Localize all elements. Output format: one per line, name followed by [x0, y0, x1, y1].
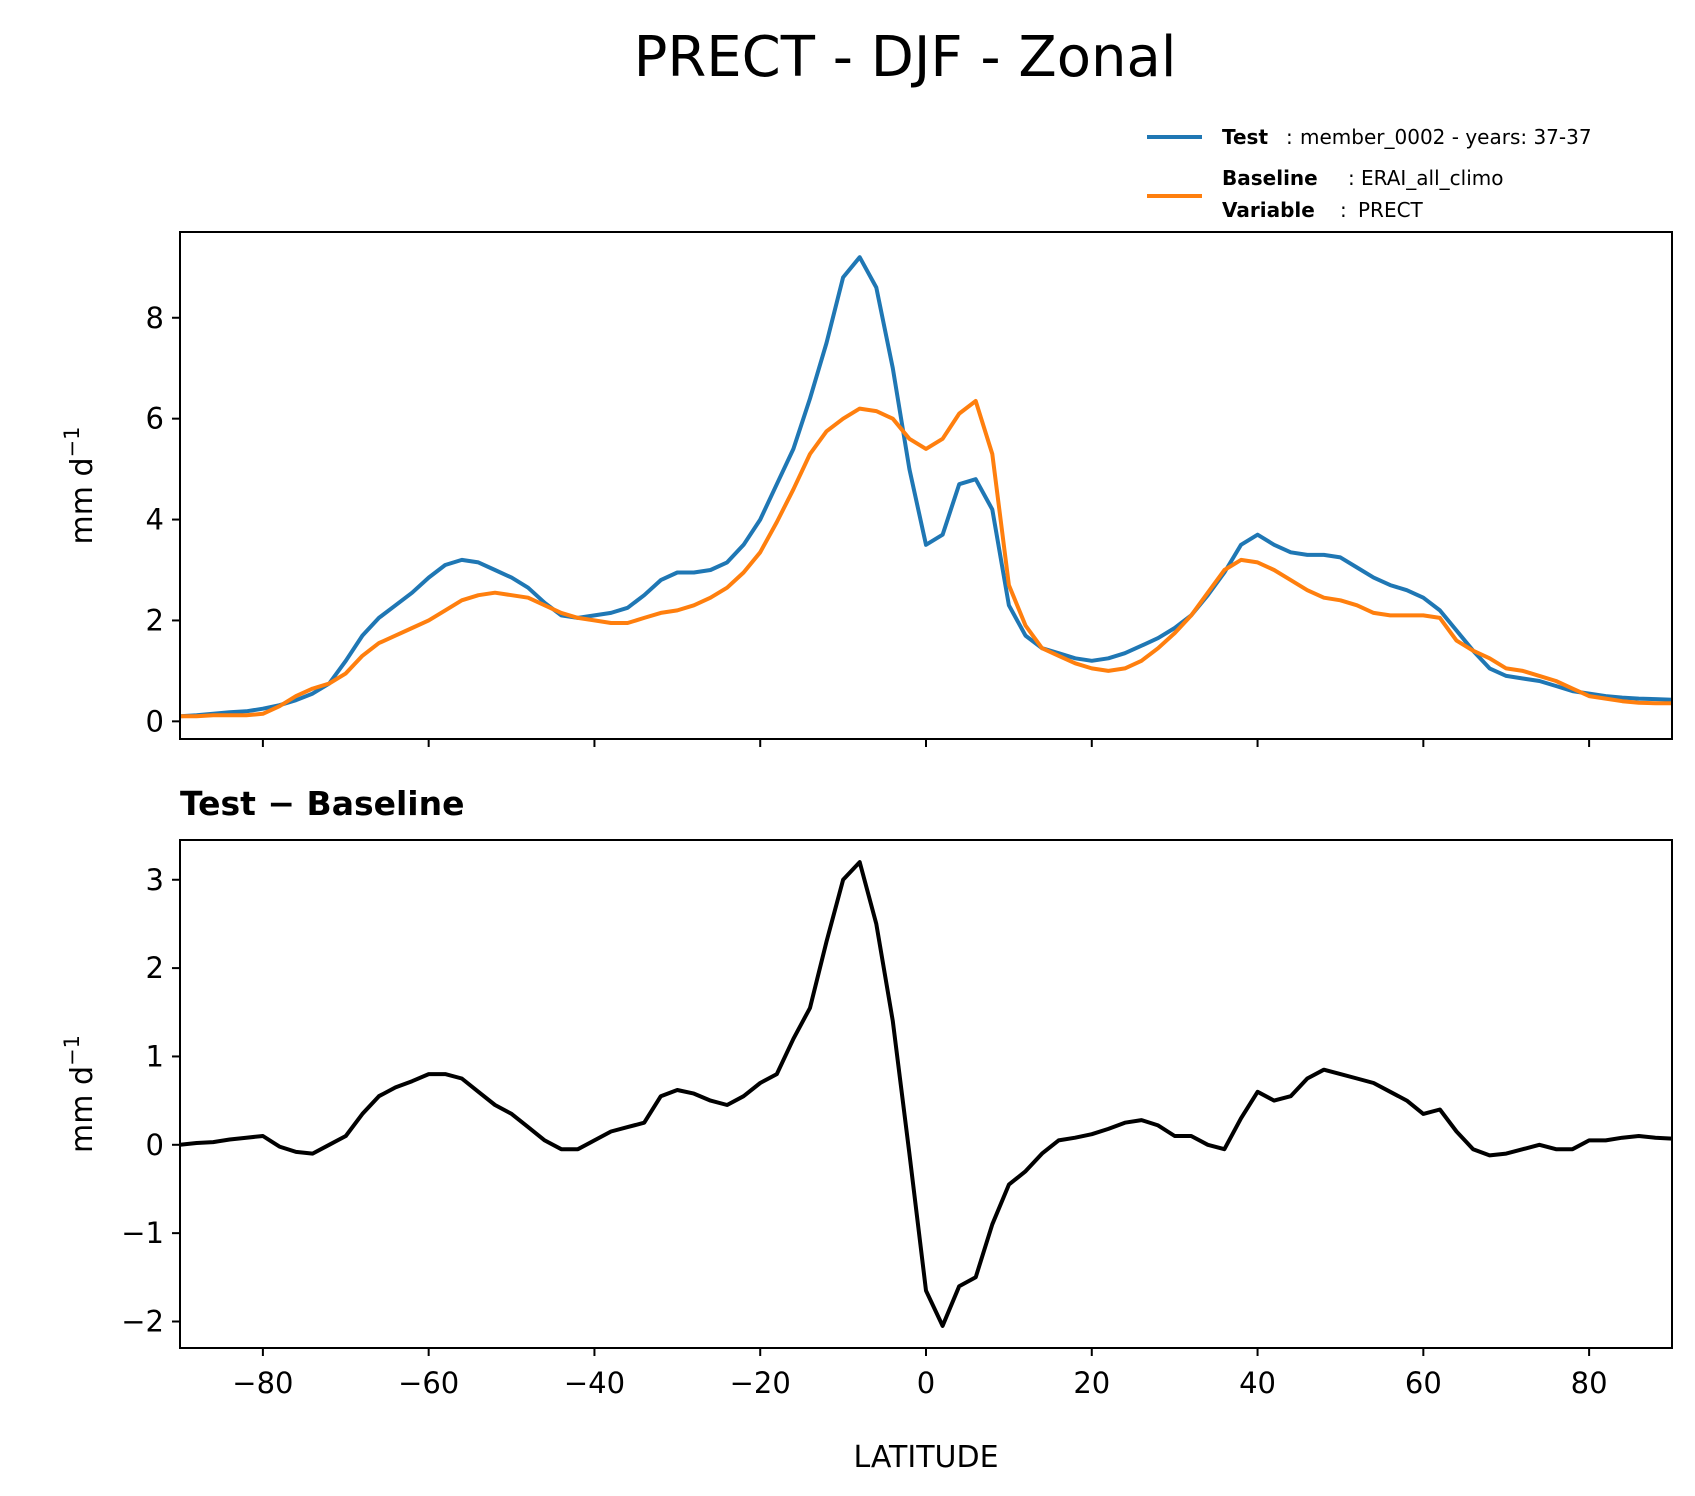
y-tick-label: 8: [146, 301, 164, 335]
figure-title: PRECT - DJF - Zonal: [634, 25, 1177, 90]
y-axis-label: mm d−1: [60, 427, 100, 545]
series-line-test-baseline: [180, 860, 1672, 1328]
y-tick-label: 2: [146, 951, 164, 985]
legend-baseline-label: Baseline: [1222, 166, 1318, 190]
x-tick-label: 40: [1239, 1366, 1276, 1400]
legend-variable-value: PRECT: [1358, 198, 1424, 222]
legend-baseline-sep: :: [1348, 166, 1355, 190]
legend-test-label: Test: [1222, 125, 1268, 149]
legend-test-sep: :: [1286, 125, 1293, 149]
x-axis-label: LATITUDE: [853, 1440, 998, 1475]
x-tick-label: −80: [232, 1366, 293, 1400]
series-line-test: [180, 255, 1672, 719]
y-tick-label: 2: [146, 603, 164, 637]
x-tick-label: 0: [917, 1366, 935, 1400]
axes-frame: [179, 231, 1673, 740]
legend-test-value: member_0002 - years: 37-37: [1300, 125, 1592, 149]
legend-baseline-value: ERAI_all_climo: [1361, 166, 1504, 190]
diff-panel-title: Test − Baseline: [180, 784, 465, 823]
series-line-baseline: [180, 399, 1672, 719]
y-tick-label: 3: [146, 863, 164, 897]
legend-variable-sep: :: [1340, 198, 1347, 222]
y-tick-label: −1: [121, 1216, 164, 1250]
x-tick-label: −20: [730, 1366, 791, 1400]
y-tick-label: 0: [146, 1128, 164, 1162]
x-tick-label: −40: [564, 1366, 625, 1400]
y-tick-label: 4: [146, 503, 164, 537]
y-tick-label: −2: [121, 1304, 164, 1338]
bottom-panel: −2 −1 0 1 2 3 −80 −60 −40 −20 0 20 40 60 80 mm d−1: [60, 839, 1673, 1400]
x-tick-label: 60: [1405, 1366, 1442, 1400]
legend-variable-label: Variable: [1222, 198, 1315, 222]
y-axis-label: mm d−1: [60, 1035, 100, 1153]
y-tick-label: 1: [146, 1039, 164, 1073]
top-panel: 0 2 4 6 8 mm d−1: [60, 231, 1673, 747]
axes-frame: [179, 839, 1673, 1349]
x-tick-label: 20: [1073, 1366, 1110, 1400]
y-tick-label: 0: [146, 704, 164, 738]
y-tick-label: 6: [146, 402, 164, 436]
x-tick-label: −60: [398, 1366, 459, 1400]
legend: Test : member_0002 - years: 37-37 Baseli…: [1147, 125, 1592, 222]
x-tick-label: 80: [1571, 1366, 1608, 1400]
